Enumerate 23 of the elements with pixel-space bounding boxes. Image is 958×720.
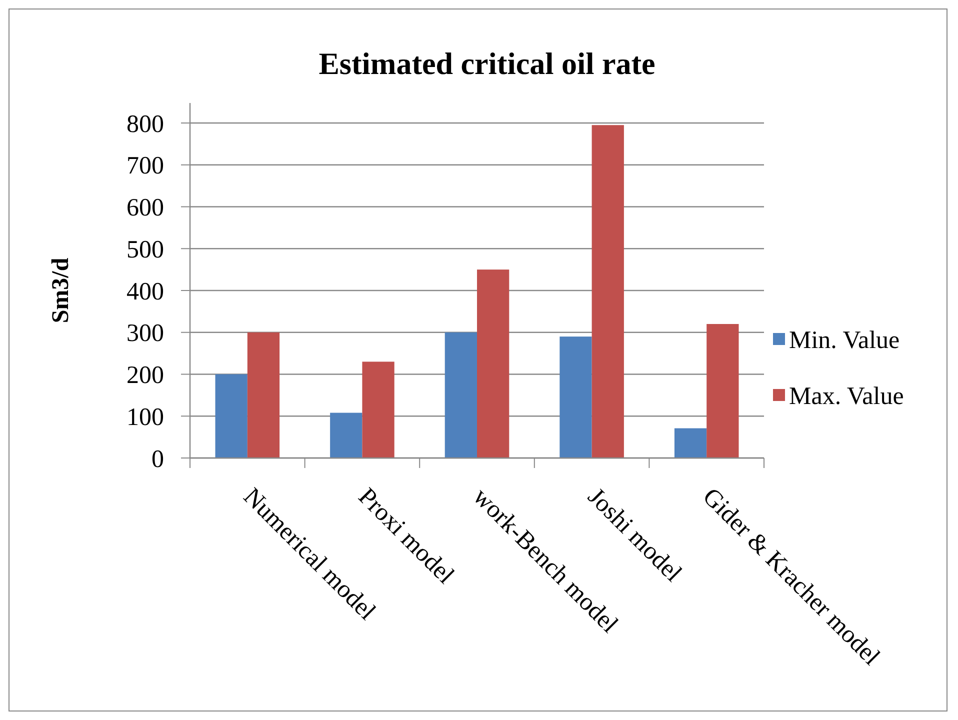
- bar: [247, 332, 280, 458]
- bar: [592, 125, 624, 458]
- y-tick-label: 100: [126, 404, 164, 431]
- y-tick-label: 700: [126, 152, 164, 180]
- y-tick-label: 600: [126, 194, 164, 222]
- y-tick-label: 800: [126, 110, 164, 138]
- legend-label: Max. Value: [789, 382, 904, 410]
- bar: [444, 332, 477, 458]
- y-axis-title: Sm3/d: [48, 257, 74, 324]
- y-tick-label: 300: [126, 320, 164, 348]
- bar: [674, 428, 707, 458]
- y-tick-label: 400: [126, 278, 164, 306]
- bar: [706, 324, 739, 458]
- y-tick-label: 500: [126, 236, 164, 264]
- bar: [477, 270, 510, 458]
- y-tick-label: 0: [152, 446, 164, 473]
- bar: [362, 362, 394, 458]
- chart-title: Estimated critical oil rate: [318, 46, 656, 81]
- legend-label: Min. Value: [789, 326, 900, 354]
- bar: [215, 374, 248, 458]
- y-tick-label: 200: [126, 362, 164, 389]
- bar: [560, 336, 592, 458]
- bar: [330, 412, 362, 458]
